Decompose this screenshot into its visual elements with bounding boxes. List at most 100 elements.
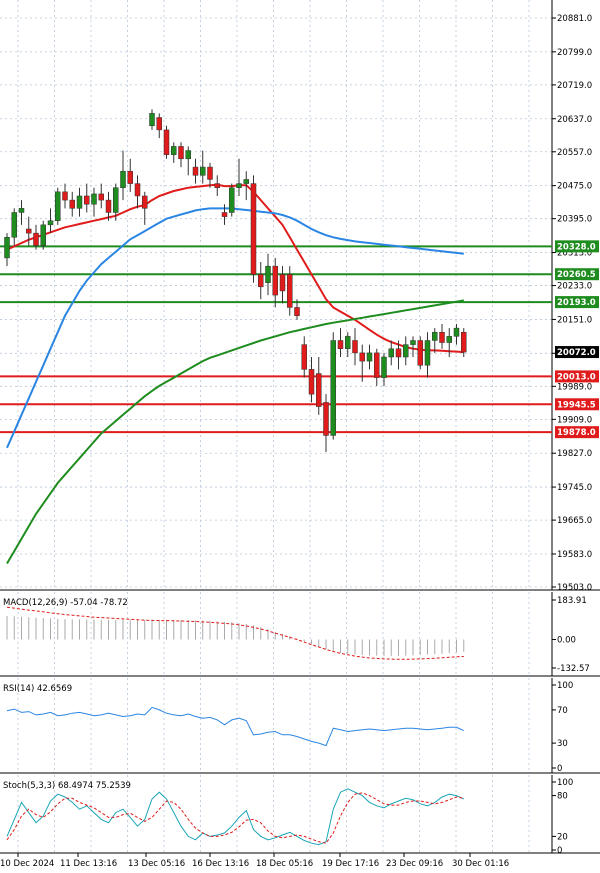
candle-body [156, 117, 162, 131]
y-tick-label: 19745.0 [557, 483, 592, 493]
candle-body [345, 336, 351, 349]
rsi-title: RSI(14) 42.6569 [3, 684, 72, 694]
y-tick-label: 0 [557, 846, 562, 856]
candle-body [424, 340, 431, 366]
level-tag [555, 370, 599, 383]
candle-body [55, 191, 61, 221]
y-tick-label: 20395.0 [557, 215, 592, 225]
candle-body [207, 166, 213, 180]
stoch-background [0, 775, 552, 853]
candle-body [446, 336, 452, 343]
y-tick-label: 20881.0 [557, 14, 592, 24]
candle-body [330, 340, 336, 436]
candle-body [84, 195, 90, 205]
candle-body [323, 402, 329, 436]
candle-body [243, 179, 249, 184]
moving-average-line [6, 183, 464, 354]
stoch-d-line [6, 792, 464, 844]
candle-body [316, 373, 322, 407]
candle-body [461, 331, 467, 353]
candle-body [18, 208, 25, 213]
level-tag [555, 268, 599, 281]
candle-body [40, 224, 46, 246]
rsi-line [6, 706, 465, 747]
level-tag [555, 426, 599, 439]
candle-body [134, 183, 141, 197]
candle-body [410, 340, 416, 345]
y-tick-label: 19583.0 [557, 550, 592, 560]
y-tick-label: 30 [557, 739, 568, 749]
y-tick-label: 19989.0 [557, 382, 592, 392]
y-tick-label: 20 [557, 832, 568, 842]
candle-body [47, 220, 54, 226]
y-tick-label: 19665.0 [557, 516, 592, 526]
candle-body [272, 265, 278, 296]
y-tick-label: -132.57 [557, 664, 590, 674]
level-label: 19945.5 [557, 400, 596, 410]
candle-body [236, 183, 242, 188]
x-tick-label: 16 Dec 13:16 [192, 859, 249, 869]
candle-body [76, 195, 83, 209]
macd-signal-line [6, 606, 464, 660]
candle-body [403, 344, 409, 358]
current-price-tag [555, 346, 599, 359]
candle-body [142, 195, 148, 209]
y-tick-label: 19827.0 [557, 449, 592, 459]
y-tick-label: 20799.0 [557, 48, 592, 58]
candle-body [120, 170, 126, 188]
y-tick-label: 19909.0 [557, 415, 592, 425]
level-label: 20193.0 [557, 298, 596, 308]
y-tick-label: 183.91 [557, 596, 587, 606]
candle-body [439, 331, 445, 343]
candle-body [395, 348, 402, 358]
y-tick-label: 70 [557, 706, 568, 716]
level-tag [555, 296, 599, 309]
candle-body [381, 356, 387, 378]
candle-body [11, 212, 17, 238]
macd-pane: 183.91 0.00 -132.57 [0, 592, 600, 677]
level-label: 20260.5 [557, 270, 596, 280]
candle-body [185, 150, 191, 160]
candle-body [200, 166, 206, 176]
candle-body [301, 344, 307, 370]
moving-average-line [6, 299, 464, 565]
candle-body [163, 129, 170, 155]
candle-body [221, 212, 228, 217]
candle-body [337, 340, 344, 349]
candle-body [178, 146, 184, 160]
candle-body [33, 232, 39, 246]
y-tick-label: 100 [557, 778, 573, 788]
level-label: 20013.0 [557, 372, 596, 382]
rsi-background [0, 678, 552, 773]
x-tick-label: 19 Dec 17:16 [322, 859, 379, 869]
candle-body [250, 183, 257, 275]
current-price-label: 20072.0 [557, 348, 596, 358]
x-tick-label: 30 Dec 01:16 [452, 859, 509, 869]
y-tick-label: 20719.0 [557, 81, 592, 91]
candle-body [127, 170, 133, 184]
candle-body [258, 274, 264, 288]
y-tick-label: 20313.0 [557, 249, 592, 259]
candle-body [214, 183, 220, 188]
y-tick-label: 80 [557, 792, 568, 802]
candle-body [4, 237, 10, 259]
candle-body [279, 274, 286, 292]
macd-title: MACD(12,26,9) -57.04 -78.72 [3, 598, 128, 608]
candle-body [91, 193, 97, 205]
candle-body [113, 187, 119, 213]
y-tick-label: 20233.0 [557, 282, 592, 292]
macd-background [0, 592, 552, 676]
level-tag [555, 398, 599, 411]
candle-body [287, 274, 293, 308]
candle-body [26, 228, 32, 234]
rsi-pane: 100 70 30 0 [0, 678, 600, 774]
candle-body [105, 199, 112, 213]
stoch-k-line [6, 788, 465, 846]
level-label: 20328.0 [557, 242, 596, 252]
candle-body [69, 199, 75, 209]
stoch-title: Stoch(5,3,3) 68.4974 75.2539 [3, 781, 131, 791]
candle-body [359, 352, 365, 362]
candle-body [417, 340, 423, 366]
candle-body [149, 113, 155, 127]
